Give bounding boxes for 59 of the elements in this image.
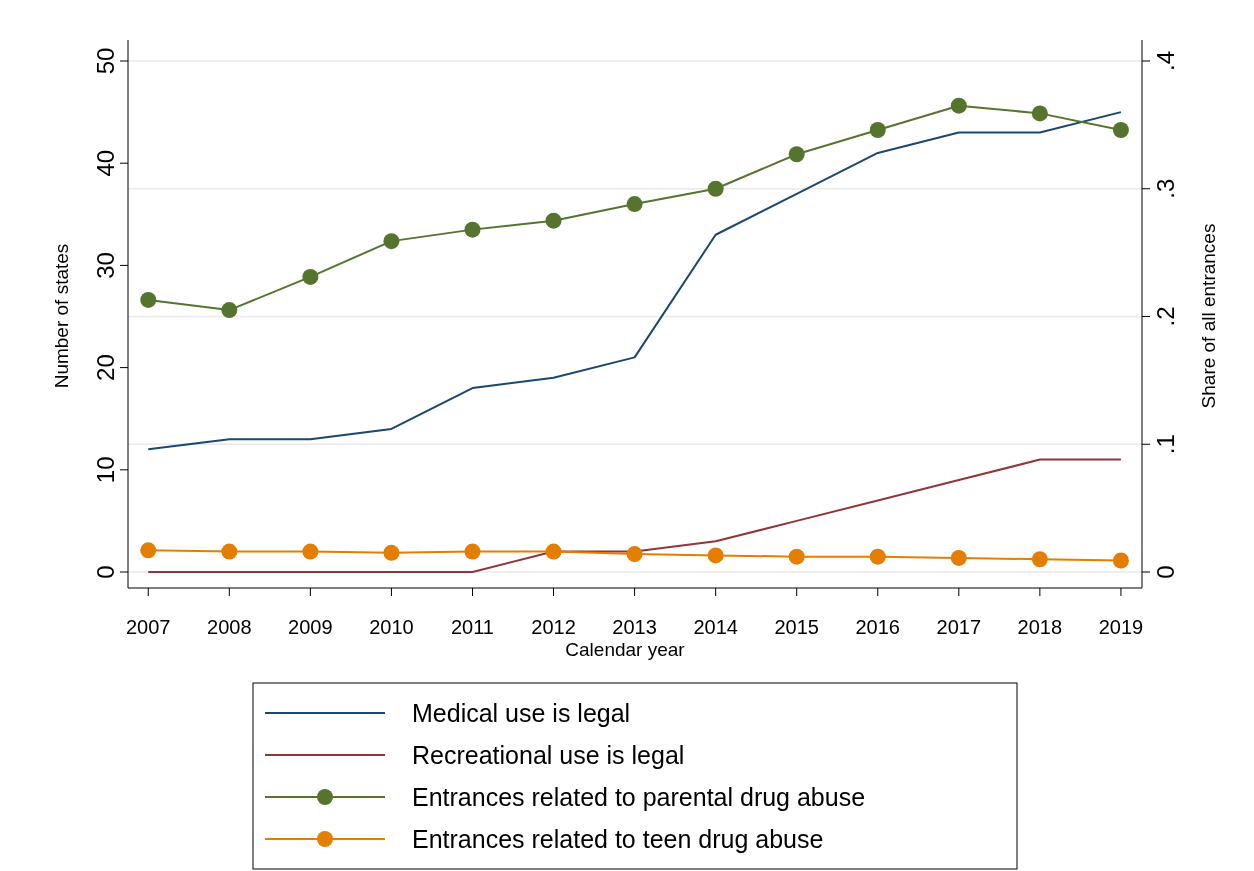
x-tick-label: 2018 [1017,616,1063,638]
point [1031,551,1048,568]
x-tick-label: 2013 [612,616,657,638]
y2-tick-label: .1 [1151,434,1179,455]
point [383,233,400,250]
x-tick-label: 2010 [369,616,414,638]
x-tick-label: 2011 [450,616,494,638]
point [383,544,400,561]
y-tick-label: 40 [92,149,119,177]
point [1031,105,1048,122]
y2-axis-title: Share of all entrances [1198,223,1219,409]
line-series [147,111,1122,451]
point [140,542,157,559]
point [950,97,967,114]
x-tick-label: 2017 [936,616,982,638]
x-tick-label: 2016 [855,616,901,638]
point [464,543,481,560]
point [869,121,886,138]
y-tick-label: 50 [92,47,119,75]
point [626,546,643,563]
point [464,221,481,238]
x-tick-label: 2019 [1098,616,1144,638]
legend-label: Medical use is legal [412,699,631,727]
point [302,543,319,560]
legend-label: Recreational use is legal [412,741,685,769]
point [545,212,562,229]
point [950,549,967,566]
y-axis-title: Number of states [51,243,72,389]
point [869,548,886,565]
line-series [147,458,1122,573]
y-tick-label: 10 [92,456,119,484]
y-tick-label: 20 [92,354,119,381]
point [221,543,238,560]
x-tick-label: 2008 [207,616,252,638]
point [140,291,157,308]
x-tick-label: 2009 [288,616,333,638]
point [788,548,805,565]
point [788,146,805,163]
legend-label: Entrances related to parental drug abuse [412,783,866,811]
x-tick-label: 2007 [126,616,171,638]
point [221,302,238,319]
y2-tick-label: .4 [1151,50,1179,72]
y2-tick-label: .3 [1151,178,1179,199]
x-tick-label: 2015 [774,616,819,638]
y-tick-label: 30 [92,252,119,279]
point [1112,121,1129,138]
point [302,268,319,285]
x-axis-title: Calendar year [565,639,686,660]
y-tick-label: 0 [92,565,119,579]
x-tick-label: 2014 [693,616,738,638]
legend-label: Entrances related to teen drug abuse [412,825,824,853]
x-tick-label: 2012 [531,616,576,638]
point [626,196,643,213]
point [545,543,562,560]
y2-tick-label: .2 [1151,306,1179,327]
point [707,547,724,564]
y2-tick-label: 0 [1151,565,1179,579]
point [1112,552,1129,569]
point [707,180,724,197]
